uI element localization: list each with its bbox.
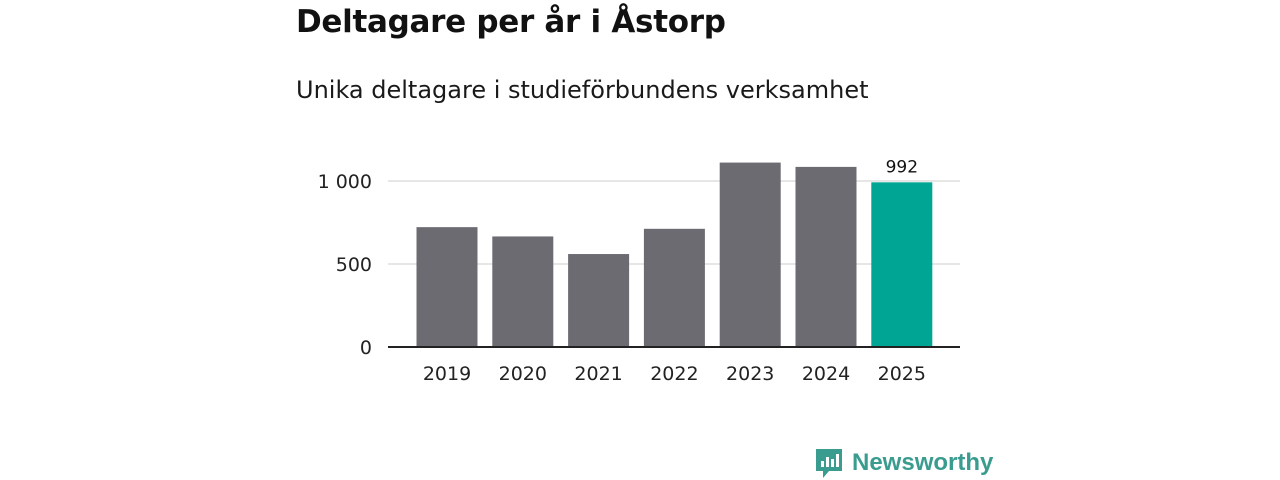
x-tick-label: 2020 (499, 363, 547, 385)
y-tick-label: 500 (336, 254, 372, 276)
x-tick-label: 2024 (802, 363, 850, 385)
newsworthy-brand: Newsworthy (814, 446, 993, 480)
bar (416, 227, 478, 347)
y-tick-label: 0 (360, 337, 372, 359)
x-tick-label: 2019 (423, 363, 471, 385)
bar (568, 254, 630, 347)
data-label: 992 (886, 157, 918, 177)
brand-name: Newsworthy (852, 449, 994, 476)
chart-subtitle: Unika deltagare i studieförbundens verks… (296, 76, 869, 104)
bar (795, 166, 857, 347)
y-tick-label: 1 000 (318, 171, 372, 193)
bar (871, 182, 933, 347)
newsworthy-logo-icon (816, 449, 842, 478)
bar (643, 228, 705, 347)
bar (492, 236, 554, 347)
chart-title: Deltagare per år i Åstorp (296, 4, 726, 40)
x-tick-label: 2023 (726, 363, 774, 385)
x-tick-label: 2021 (574, 363, 622, 385)
x-tick-label: 2022 (650, 363, 698, 385)
x-tick-label: 2025 (878, 363, 926, 385)
bar (719, 162, 781, 347)
